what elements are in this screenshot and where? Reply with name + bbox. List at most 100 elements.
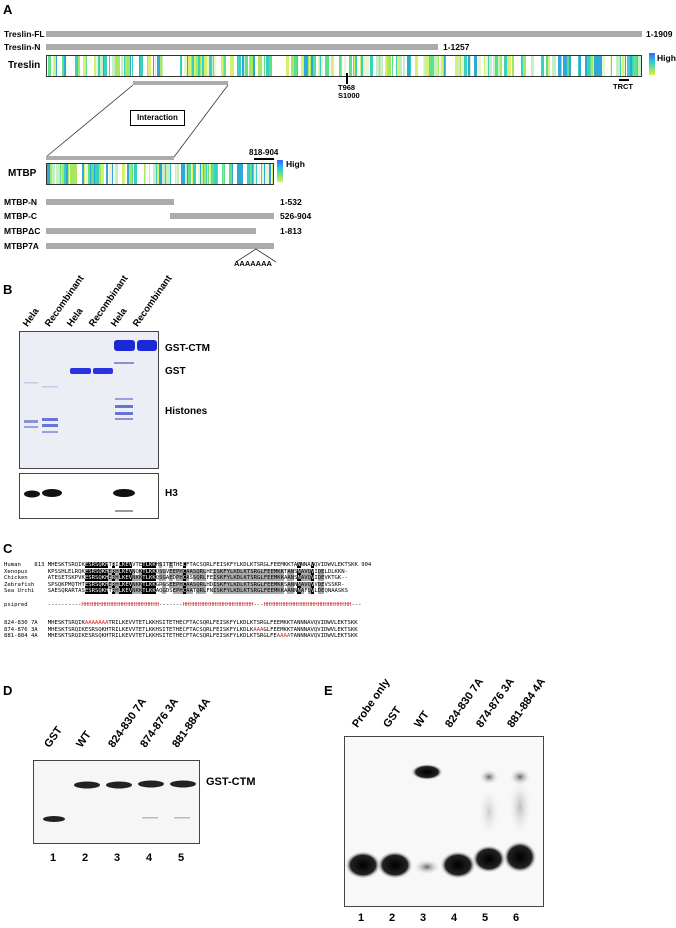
- conservation-stripe: [126, 164, 130, 184]
- conservation-stripe: [123, 56, 126, 76]
- sequence-alignment: Human 813 MHESKTSRQIKESRSQKHTRILKEVVTETL…: [4, 562, 672, 652]
- conservation-stripe: [175, 164, 177, 184]
- band-histones: Histones: [165, 406, 208, 417]
- band-gst-ctm: GST-CTM: [165, 343, 210, 354]
- conservation-stripe: [63, 56, 67, 76]
- conservation-stripe: [239, 164, 244, 184]
- conservation-stripe: [325, 56, 329, 76]
- conservation-stripe: [489, 56, 491, 76]
- conservation-stripe: [230, 56, 234, 76]
- conservation-stripe: [145, 164, 147, 184]
- interaction-box: Interaction: [130, 110, 185, 126]
- conservation-stripe: [459, 56, 461, 76]
- conservation-stripe: [154, 56, 157, 76]
- conservation-stripe: [407, 56, 411, 76]
- conservation-stripe: [369, 56, 372, 76]
- conservation-stripe: [271, 164, 273, 184]
- conservation-stripe: [622, 56, 626, 76]
- conservation-stripe: [207, 56, 209, 76]
- conservation-stripe: [165, 164, 166, 184]
- conservation-stripe: [52, 56, 55, 76]
- lane-label: Hela: [64, 306, 86, 329]
- mtbp7a-bar: [46, 243, 274, 249]
- mutant-row: 874-876 3A MHESKTSRQIKESRSQKHTRILKEVVTET…: [4, 626, 358, 633]
- conservation-stripe: [258, 56, 261, 76]
- conservation-stripe: [148, 56, 152, 76]
- conservation-stripe: [485, 56, 488, 76]
- conservation-stripe: [204, 164, 207, 184]
- conservation-stripe: [82, 56, 87, 76]
- conservation-stripe: [90, 164, 94, 184]
- mtbp-n-bar: [46, 199, 174, 205]
- conservation-stripe: [100, 164, 104, 184]
- conservation-stripe: [209, 164, 212, 184]
- mtbp-region-marker: [254, 158, 274, 160]
- conservation-stripe: [344, 56, 346, 76]
- conservation-stripe: [484, 56, 487, 76]
- conservation-stripe: [75, 56, 78, 76]
- conservation-stripe: [629, 56, 633, 76]
- conservation-stripe: [207, 164, 209, 184]
- coomassie-bands: [24, 340, 157, 433]
- lane-label: Hela: [108, 306, 130, 329]
- mutant-row: 881-884 4A MHESKTSRQIKESRSQKHTRILKEVVTET…: [4, 633, 358, 640]
- conservation-stripe: [61, 56, 64, 76]
- conservation-stripe: [400, 56, 402, 76]
- conservation-stripe: [200, 164, 203, 184]
- conservation-stripe: [47, 164, 50, 184]
- lane-number: 3: [420, 912, 427, 924]
- alignment-row: Human 813 MHESKTSRQIKESRSQKHTRILKEVVTETL…: [4, 562, 372, 568]
- conservation-stripe: [128, 164, 133, 184]
- conservation-stripe: [195, 56, 199, 76]
- conservation-stripe: [208, 56, 213, 76]
- conservation-stripe: [376, 56, 379, 76]
- pulldown-bands: [43, 780, 196, 822]
- conservation-stripe: [455, 56, 458, 76]
- conservation-stripe: [52, 164, 55, 184]
- conservation-stripe: [431, 56, 436, 76]
- conservation-stripe: [169, 164, 171, 184]
- lane-label: GST: [42, 724, 65, 750]
- conservation-stripe: [354, 56, 357, 76]
- conservation-stripe: [548, 56, 550, 76]
- conservation-stripe: [162, 56, 164, 76]
- conservation-stripe: [83, 164, 85, 184]
- conservation-stripe: [179, 56, 182, 76]
- conservation-stripe: [152, 56, 154, 76]
- conservation-stripe: [300, 56, 305, 76]
- conservation-stripe: [185, 164, 187, 184]
- conservation-stripe: [360, 56, 363, 76]
- conservation-stripe: [402, 56, 406, 76]
- conservation-stripe: [82, 164, 85, 184]
- blot-h3-label: H3: [165, 488, 178, 499]
- conservation-stripe: [159, 56, 162, 76]
- conservation-stripe: [363, 56, 366, 76]
- conservation-stripe: [303, 56, 307, 76]
- conservation-stripe: [442, 56, 446, 76]
- lane-number: 5: [178, 852, 185, 864]
- conservation-stripe: [212, 56, 216, 76]
- conservation-stripe: [266, 56, 270, 76]
- mtbp-track-label: MTBP: [8, 168, 37, 179]
- conservation-stripe: [540, 56, 544, 76]
- site-s1000: S1000: [338, 91, 360, 100]
- conservation-stripe: [477, 56, 481, 76]
- conservation-stripe: [488, 56, 490, 76]
- treslin-interaction-region: [133, 81, 228, 85]
- treslin-track-label: Treslin: [8, 60, 41, 71]
- conservation-stripe: [212, 56, 214, 76]
- conservation-stripe: [139, 56, 143, 76]
- conservation-stripe: [310, 56, 313, 76]
- lane-label: Hela: [20, 306, 42, 329]
- conservation-stripe: [106, 164, 109, 184]
- conservation-stripe: [597, 56, 600, 76]
- conservation-stripe: [261, 164, 264, 184]
- conservation-stripe: [135, 164, 138, 184]
- conservation-stripe: [546, 56, 550, 76]
- emsa-bands: [345, 764, 537, 879]
- conservation-stripe: [241, 56, 245, 76]
- gst-pulldown-blot: [33, 760, 200, 844]
- conservation-stripe: [210, 164, 215, 184]
- conservation-stripe: [635, 56, 639, 76]
- treslin-fl-label: Treslin-FL: [4, 29, 45, 39]
